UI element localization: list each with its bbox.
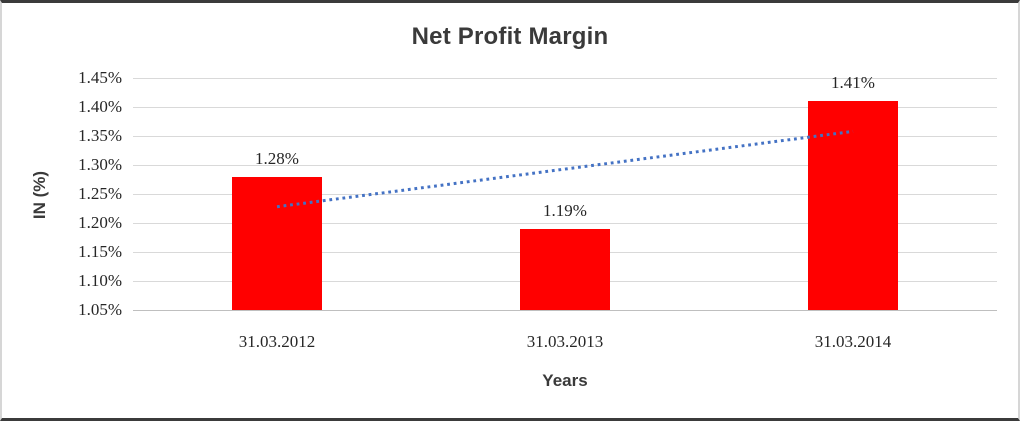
gridline [133,106,997,108]
bar-value-label: 1.28% [255,148,299,168]
gridline [133,193,997,195]
y-tick-label: 1.30% [78,155,122,174]
y-tick-label: 1.35% [78,126,122,145]
y-tick-label: 1.20% [78,213,122,232]
x-category-label: 31.03.2014 [814,332,892,351]
gridline [133,164,997,166]
bar [520,228,610,310]
bar [232,176,322,310]
y-tick-label: 1.05% [78,300,122,319]
gridline [133,135,997,137]
x-axis-title: Years [542,371,588,390]
y-tick-label: 1.10% [78,271,122,290]
trendline-line [276,129,854,209]
y-tick-label: 1.25% [78,184,122,203]
trendline [276,129,854,209]
chart-title: Net Profit Margin [411,23,609,50]
bar-value-label: 1.41% [831,73,875,93]
bar-value-label: 1.19% [543,200,587,220]
x-category-label: 31.03.2012 [238,332,316,351]
gridline [133,77,997,79]
x-category-label: 31.03.2013 [526,332,604,351]
y-tick-label: 1.45% [78,68,122,87]
plot-area: 1.28% 1.19% 1.41% [133,73,997,311]
gridline [133,222,997,224]
gridline [133,309,997,311]
y-tick-label: 1.15% [78,242,122,261]
y-tick-label: 1.40% [78,97,122,116]
